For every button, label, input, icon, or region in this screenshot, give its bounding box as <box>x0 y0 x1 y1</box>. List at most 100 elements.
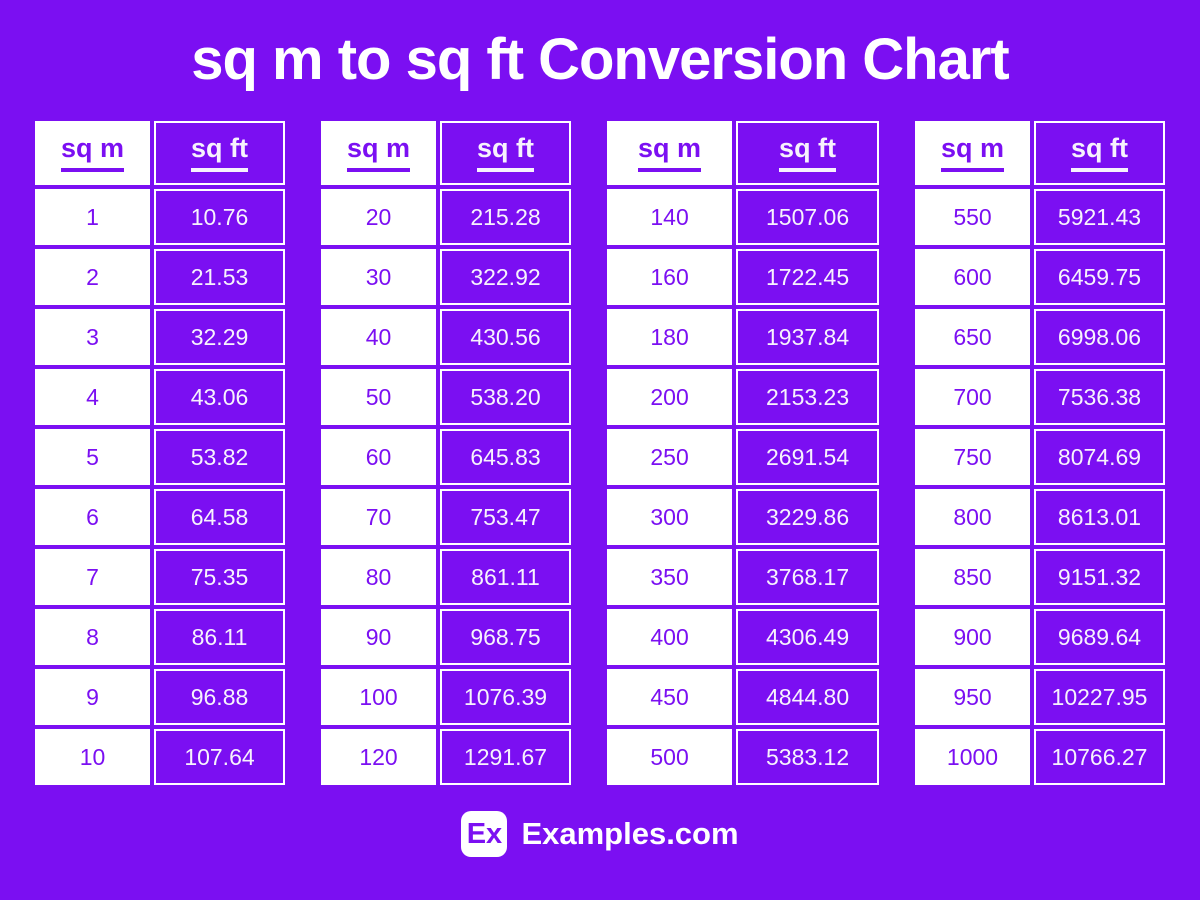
table-cell-sqm: 500 <box>607 729 733 785</box>
table-cell-sqm: 100 <box>321 669 436 725</box>
table-cell-sqft: 8074.69 <box>1034 429 1165 485</box>
table-cell-sqft: 4306.49 <box>736 609 879 665</box>
table-cell-sqm: 50 <box>321 369 436 425</box>
table-cell-sqm: 10 <box>35 729 150 785</box>
table-cell-sqm: 300 <box>607 489 733 545</box>
table-cell-sqm: 1000 <box>915 729 1030 785</box>
table-cell-sqm: 850 <box>915 549 1030 605</box>
table-cell-sqft: 1076.39 <box>440 669 571 725</box>
table-cell-sqm: 700 <box>915 369 1030 425</box>
table-cell-sqft: 10766.27 <box>1034 729 1165 785</box>
table-cell-sqm: 140 <box>607 189 733 245</box>
table-cell-sqft: 2153.23 <box>736 369 879 425</box>
table-cell-sqft: 4844.80 <box>736 669 879 725</box>
column-header-sqm: sq m <box>35 121 150 185</box>
table-cell-sqft: 861.11 <box>440 549 571 605</box>
table-cell-sqm: 90 <box>321 609 436 665</box>
table-cell-sqm: 6 <box>35 489 150 545</box>
table-cell-sqm: 250 <box>607 429 733 485</box>
table-cell-sqft: 322.92 <box>440 249 571 305</box>
table-cell-sqm: 800 <box>915 489 1030 545</box>
column-header-sqft: sq ft <box>1034 121 1165 185</box>
table-cell-sqft: 9689.64 <box>1034 609 1165 665</box>
column-header-sqft: sq ft <box>440 121 571 185</box>
conversion-table-4: sq m 550 600 650 700 750 800 850 900 950 1000 sq ft… <box>915 121 1165 785</box>
column-header-sqft-label: sq ft <box>779 133 837 172</box>
table-cell-sqm: 4 <box>35 369 150 425</box>
table-cell-sqft: 64.58 <box>154 489 285 545</box>
table-cell-sqft: 43.06 <box>154 369 285 425</box>
table-cell-sqm: 160 <box>607 249 733 305</box>
table-cell-sqft: 107.64 <box>154 729 285 785</box>
table-cell-sqm: 750 <box>915 429 1030 485</box>
table-cell-sqm: 550 <box>915 189 1030 245</box>
table-cell-sqft: 10227.95 <box>1034 669 1165 725</box>
table-cell-sqft: 21.53 <box>154 249 285 305</box>
table-cell-sqft: 6459.75 <box>1034 249 1165 305</box>
sqft-column: sq ft 10.76 21.53 32.29 43.06 53.82 64.58 75.35… <box>154 121 285 785</box>
table-cell-sqft: 3768.17 <box>736 549 879 605</box>
logo-text: Ex <box>466 817 503 850</box>
table-cell-sqft: 32.29 <box>154 309 285 365</box>
footer-brand: Ex Examples.com <box>0 811 1200 857</box>
table-cell-sqft: 3229.86 <box>736 489 879 545</box>
sqft-column: sq ft 215.28 322.92 430.56 538.20 645.83 753.4… <box>440 121 571 785</box>
table-cell-sqft: 96.88 <box>154 669 285 725</box>
table-cell-sqm: 950 <box>915 669 1030 725</box>
column-header-sqm: sq m <box>321 121 436 185</box>
column-header-sqm-label: sq m <box>346 133 411 172</box>
table-cell-sqm: 5 <box>35 429 150 485</box>
column-header-sqft-label: sq ft <box>477 133 534 172</box>
brand-name: Examples.com <box>521 816 739 851</box>
table-cell-sqm: 120 <box>321 729 436 785</box>
table-cell-sqft: 5921.43 <box>1034 189 1165 245</box>
column-header-sqm: sq m <box>607 121 733 185</box>
sqm-column: sq m 20 30 40 50 60 70 80 90 100 120 <box>321 121 436 785</box>
table-cell-sqft: 645.83 <box>440 429 571 485</box>
column-header-sqft: sq ft <box>736 121 879 185</box>
table-cell-sqm: 650 <box>915 309 1030 365</box>
conversion-table-1: sq m 1 2 3 4 5 6 7 8 9 10 sq ft 10.76 21.53 32.29 43.06… <box>35 121 285 785</box>
column-header-sqft-label: sq ft <box>1071 133 1128 172</box>
column-header-sqm: sq m <box>915 121 1030 185</box>
table-cell-sqft: 1291.67 <box>440 729 571 785</box>
sqft-column: sq ft 1507.06 1722.45 1937.84 2153.23 2691.54… <box>736 121 879 785</box>
table-cell-sqft: 10.76 <box>154 189 285 245</box>
table-cell-sqft: 215.28 <box>440 189 571 245</box>
table-cell-sqft: 7536.38 <box>1034 369 1165 425</box>
tables-container: sq m 1 2 3 4 5 6 7 8 9 10 sq ft 10.76 21.53 32.29 43.06… <box>0 121 1200 785</box>
table-cell-sqft: 1722.45 <box>736 249 879 305</box>
sqm-column: sq m 1 2 3 4 5 6 7 8 9 10 <box>35 121 150 785</box>
table-cell-sqft: 1507.06 <box>736 189 879 245</box>
table-cell-sqm: 2 <box>35 249 150 305</box>
table-cell-sqft: 8613.01 <box>1034 489 1165 545</box>
table-cell-sqm: 400 <box>607 609 733 665</box>
table-cell-sqft: 968.75 <box>440 609 571 665</box>
table-cell-sqft: 75.35 <box>154 549 285 605</box>
table-cell-sqm: 30 <box>321 249 436 305</box>
table-cell-sqm: 8 <box>35 609 150 665</box>
table-cell-sqft: 430.56 <box>440 309 571 365</box>
table-cell-sqft: 6998.06 <box>1034 309 1165 365</box>
table-cell-sqm: 9 <box>35 669 150 725</box>
sqft-column: sq ft 5921.43 6459.75 6998.06 7536.38 8074.69… <box>1034 121 1165 785</box>
table-cell-sqm: 40 <box>321 309 436 365</box>
table-cell-sqm: 200 <box>607 369 733 425</box>
table-cell-sqft: 538.20 <box>440 369 571 425</box>
table-cell-sqft: 5383.12 <box>736 729 879 785</box>
table-cell-sqm: 450 <box>607 669 733 725</box>
conversion-table-2: sq m 20 30 40 50 60 70 80 90 100 120 sq ft 215.28 322… <box>321 121 571 785</box>
table-cell-sqm: 20 <box>321 189 436 245</box>
conversion-table-3: sq m 140 160 180 200 250 300 350 400 450 500 sq ft 1… <box>607 121 879 785</box>
table-cell-sqm: 80 <box>321 549 436 605</box>
table-cell-sqm: 180 <box>607 309 733 365</box>
sqm-column: sq m 550 600 650 700 750 800 850 900 950 1000 <box>915 121 1030 785</box>
sqm-column: sq m 140 160 180 200 250 300 350 400 450 500 <box>607 121 733 785</box>
table-cell-sqft: 53.82 <box>154 429 285 485</box>
column-header-sqm-label: sq m <box>60 133 125 172</box>
table-cell-sqm: 7 <box>35 549 150 605</box>
column-header-sqm-label: sq m <box>638 133 702 172</box>
column-header-sqft: sq ft <box>154 121 285 185</box>
table-cell-sqm: 900 <box>915 609 1030 665</box>
